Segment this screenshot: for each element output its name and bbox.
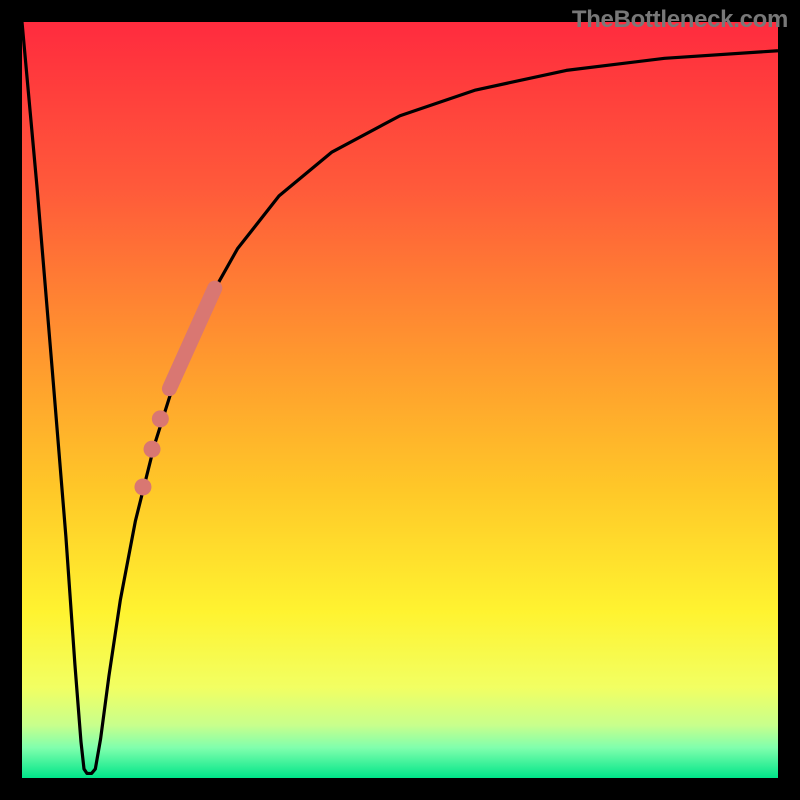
- highlight-dot: [152, 410, 169, 427]
- highlight-dot: [134, 478, 151, 495]
- chart-stage: TheBottleneck.com: [0, 0, 800, 800]
- highlight-dot: [144, 441, 161, 458]
- watermark-text: TheBottleneck.com: [572, 6, 788, 34]
- plot-background: [22, 22, 778, 778]
- chart-svg: [0, 0, 800, 800]
